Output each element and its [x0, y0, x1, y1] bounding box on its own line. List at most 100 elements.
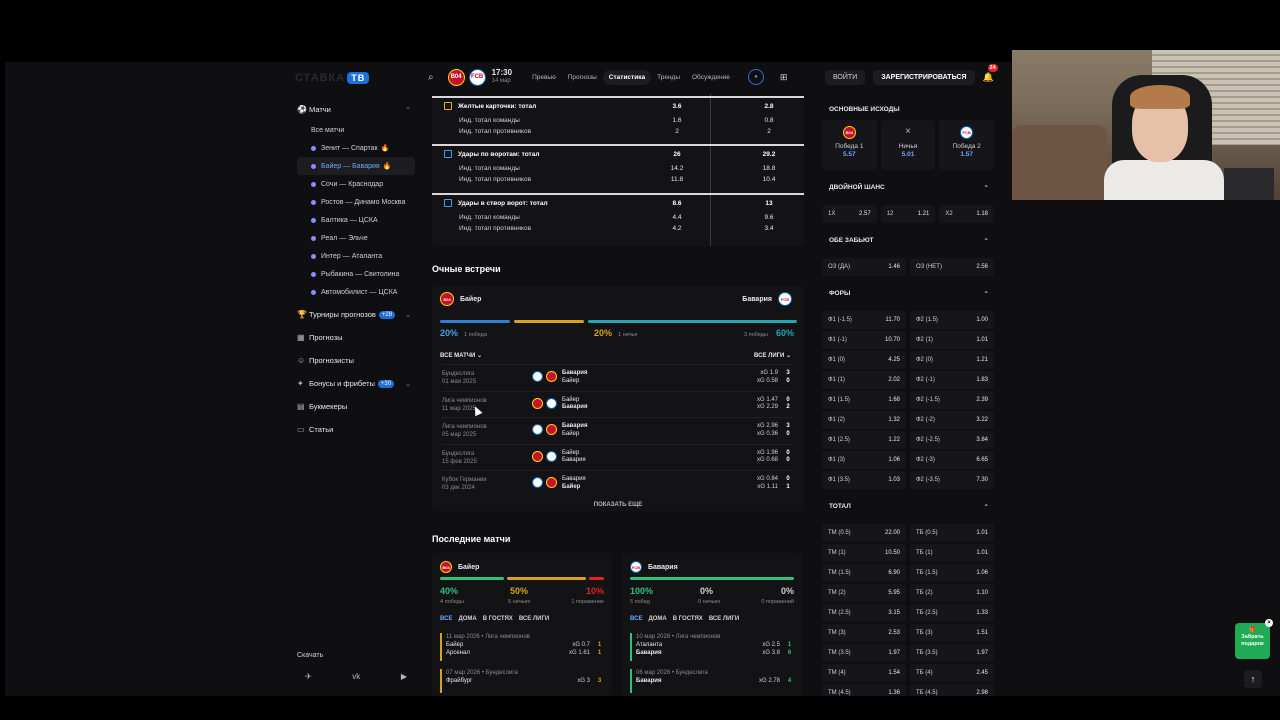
- odd-home-win[interactable]: B04 Победа 1 5.57: [822, 120, 877, 170]
- sidebar-item-bookmakers[interactable]: ▤ Букмекеры: [297, 402, 348, 411]
- sidebar-item-matches[interactable]: ⚽ Матчи ⌃: [297, 105, 411, 114]
- odd-cell[interactable]: Ф2 (-2.5) 3.84: [910, 431, 994, 449]
- odd-cell[interactable]: ТБ (2) 1.10: [910, 584, 994, 602]
- odd-cell[interactable]: ТБ (4) 2.45: [910, 664, 994, 682]
- h2h-match-row[interactable]: Лига чемпионов 11 мар 2025 Байер Бавария xG …: [442, 390, 794, 417]
- odd-cell[interactable]: ТМ (3.5) 1.97: [822, 644, 906, 662]
- odd-cell[interactable]: ТМ (1.5) 6.90: [822, 564, 906, 582]
- sidebar-match-item[interactable]: Автомобилист — ЦСКА: [297, 283, 415, 301]
- h2h-match-row[interactable]: Кубок Германии 03 дек 2024 Бавария Байер xG …: [442, 470, 794, 496]
- odd-cell[interactable]: ТМ (2) 5.95: [822, 584, 906, 602]
- vk-icon[interactable]: vk: [352, 672, 361, 681]
- live-indicator[interactable]: ●: [747, 69, 764, 85]
- odd-cell[interactable]: 1X 2.57: [822, 205, 877, 223]
- odd-cell[interactable]: Ф1 (-1) 10.70: [822, 331, 906, 349]
- odd-cell[interactable]: Ф1 (3) 1.06: [822, 451, 906, 469]
- odd-cell[interactable]: Ф1 (1.5) 1.68: [822, 391, 906, 409]
- filter-all-matches[interactable]: ВСЕ МАТЧИ ⌄: [440, 353, 483, 359]
- sidebar-match-item[interactable]: Балтика — ЦСКА: [297, 211, 415, 229]
- sidebar-item-all-matches[interactable]: Все матчи: [311, 126, 345, 134]
- sidebar-item-predictions[interactable]: ▦ Прогнозы: [297, 333, 343, 342]
- gift-icon: 🎁: [1249, 627, 1256, 633]
- sidebar-match-item[interactable]: Интер — Аталанта: [297, 247, 415, 265]
- h2h-match-row[interactable]: Бундеслига 15 фев 2025 Байер Бавария xG 1.96…: [442, 443, 794, 470]
- odd-cell[interactable]: Ф2 (1.5) 1.00: [910, 311, 994, 329]
- last-home-match-1[interactable]: 11 мар 2026 • Лига чемпионов Байер Арсена…: [440, 633, 604, 661]
- odd-cell[interactable]: Ф2 (0) 1.21: [910, 351, 994, 369]
- odd-cell[interactable]: Ф1 (2) 1.32: [822, 411, 906, 429]
- login-button[interactable]: ВОЙТИ: [825, 69, 866, 85]
- odd-cell[interactable]: Ф2 (-1.5) 2.39: [910, 391, 994, 409]
- scroll-top-button[interactable]: ↑: [1244, 670, 1262, 688]
- show-more-button[interactable]: ПОКАЗАТЬ ЕЩЕ: [593, 502, 643, 508]
- sidebar-item-bonuses[interactable]: ✦ Бонусы и фрибеты +30 ⌄: [297, 379, 411, 388]
- tab-0[interactable]: Превью: [532, 73, 556, 81]
- odd-cell[interactable]: Ф1 (-1.5) 11.70: [822, 311, 906, 329]
- sport-icon: [311, 145, 316, 151]
- sidebar-match-item[interactable]: Рыбакина — Свитолина: [297, 265, 415, 283]
- bookmakers-icon: ▤: [297, 402, 305, 411]
- register-button[interactable]: ЗАРЕГИСТРИРОВАТЬСЯ: [873, 69, 975, 85]
- tab-2[interactable]: Статистика: [602, 69, 652, 85]
- odd-cell[interactable]: 12 1.21: [880, 205, 936, 223]
- odd-cell[interactable]: ОЗ (НЕТ) 2.56: [910, 258, 994, 276]
- chevron-up-icon: ⌃: [983, 291, 989, 298]
- odd-cell[interactable]: Ф1 (0) 4.25: [822, 351, 906, 369]
- handicap-header[interactable]: ФОРЫ ⌃: [829, 290, 989, 298]
- odd-cell[interactable]: ТБ (3.5) 1.97: [910, 644, 994, 662]
- odd-cell[interactable]: X2 1.18: [939, 205, 995, 223]
- odd-cell[interactable]: Ф2 (1) 1.01: [910, 331, 994, 349]
- tab-3[interactable]: Тренды: [657, 73, 680, 81]
- search-icon[interactable]: ⌕: [428, 71, 434, 83]
- sidebar-item-articles[interactable]: ▭ Статьи: [297, 425, 334, 434]
- odd-cell[interactable]: ТМ (3) 2.53: [822, 624, 906, 642]
- last-home-match-2[interactable]: 07 мар 2026 • Бундеслига Фрайбург xG 3 3: [440, 669, 604, 693]
- last-away-match-2[interactable]: 06 мар 2026 • Бундеслига Бавария xG 2.78…: [630, 669, 794, 693]
- odd-cell[interactable]: ТМ (1) 10.50: [822, 544, 906, 562]
- odd-cell[interactable]: ТБ (3) 1.51: [910, 624, 994, 642]
- double-chance-header[interactable]: ДВОЙНОЙ ШАНС ⌃: [829, 184, 989, 192]
- odd-cell[interactable]: ТБ (1) 1.01: [910, 544, 994, 562]
- odd-cell[interactable]: ТМ (0.5) 22.00: [822, 524, 906, 542]
- tab-4[interactable]: Обсуждение: [692, 73, 730, 81]
- sidebar-item-tournaments[interactable]: 🏆 Турниры прогнозов +28 ⌄: [297, 310, 411, 319]
- h2h-match-row[interactable]: Бундеслига 01 мая 2025 Бавария Байер xG 1.9 x…: [442, 364, 794, 390]
- telegram-icon[interactable]: ✈: [305, 672, 312, 681]
- logo[interactable]: СТАВКА ТВ: [295, 72, 370, 84]
- sidebar-match-item[interactable]: Зенит — Спартак 🔥: [297, 139, 415, 157]
- odd-cell[interactable]: ТМ (2.5) 3.15: [822, 604, 906, 622]
- bell-icon[interactable]: 🔔 24: [982, 63, 998, 82]
- tab-1[interactable]: Прогнозы: [567, 73, 597, 81]
- odd-cell[interactable]: ТБ (2.5) 1.33: [910, 604, 994, 622]
- odd-cell[interactable]: ТБ (1.5) 1.06: [910, 564, 994, 582]
- last-away-match-1[interactable]: 10 мар 2026 • Лига чемпионов Аталанта Бав…: [630, 633, 794, 661]
- odd-away-win[interactable]: FCB Победа 2 1.57: [939, 120, 995, 170]
- odd-cell[interactable]: ТМ (4.5) 1.36: [822, 684, 906, 696]
- sidebar-match-item[interactable]: Байер — Бавария 🔥: [297, 157, 415, 175]
- download-row[interactable]: Скачать: [297, 651, 324, 659]
- odd-cell[interactable]: ТБ (0.5) 1.01: [910, 524, 994, 542]
- close-icon[interactable]: ×: [1265, 619, 1273, 627]
- odd-cell[interactable]: Ф1 (2.5) 1.22: [822, 431, 906, 449]
- odd-cell[interactable]: ТМ (4) 1.54: [822, 664, 906, 682]
- h2h-match-row[interactable]: Лига чемпионов 05 мар 2025 Бавария Байер xG …: [442, 417, 794, 443]
- sidebar-match-item[interactable]: Ростов — Динамо Москва: [297, 193, 415, 211]
- odd-cell[interactable]: Ф2 (-2) 3.22: [910, 411, 994, 429]
- claim-gift-button[interactable]: 🎁 Забрать подарок ×: [1235, 619, 1273, 659]
- gift-icon[interactable]: ⊞: [779, 71, 788, 82]
- filter-all-leagues[interactable]: ВСЕ ЛИГИ ⌄: [754, 353, 792, 359]
- odd-cell[interactable]: Ф2 (-3.5) 7.30: [910, 471, 994, 489]
- odd-cell[interactable]: Ф1 (1) 2.02: [822, 371, 906, 389]
- odd-cell[interactable]: ОЗ (ДА) 1.46: [822, 258, 906, 276]
- sidebar-item-forecasters[interactable]: ☺ Прогнозисты: [297, 356, 354, 365]
- odd-draw[interactable]: × Ничья 5.01: [880, 120, 936, 170]
- total-header[interactable]: ТОТАЛ ⌃: [829, 503, 989, 511]
- btts-header[interactable]: ОБЕ ЗАБЬЮТ ⌃: [829, 237, 989, 245]
- odd-cell[interactable]: ТБ (4.5) 2.98: [910, 684, 994, 696]
- youtube-icon[interactable]: ▶: [400, 672, 407, 681]
- sidebar-match-item[interactable]: Сочи — Краснодар: [297, 175, 415, 193]
- odd-cell[interactable]: Ф2 (-3) 6.65: [910, 451, 994, 469]
- odd-cell[interactable]: Ф2 (-1) 1.83: [910, 371, 994, 389]
- sidebar-match-item[interactable]: Реал — Эльче: [297, 229, 415, 247]
- odd-cell[interactable]: Ф1 (3.5) 1.03: [822, 471, 906, 489]
